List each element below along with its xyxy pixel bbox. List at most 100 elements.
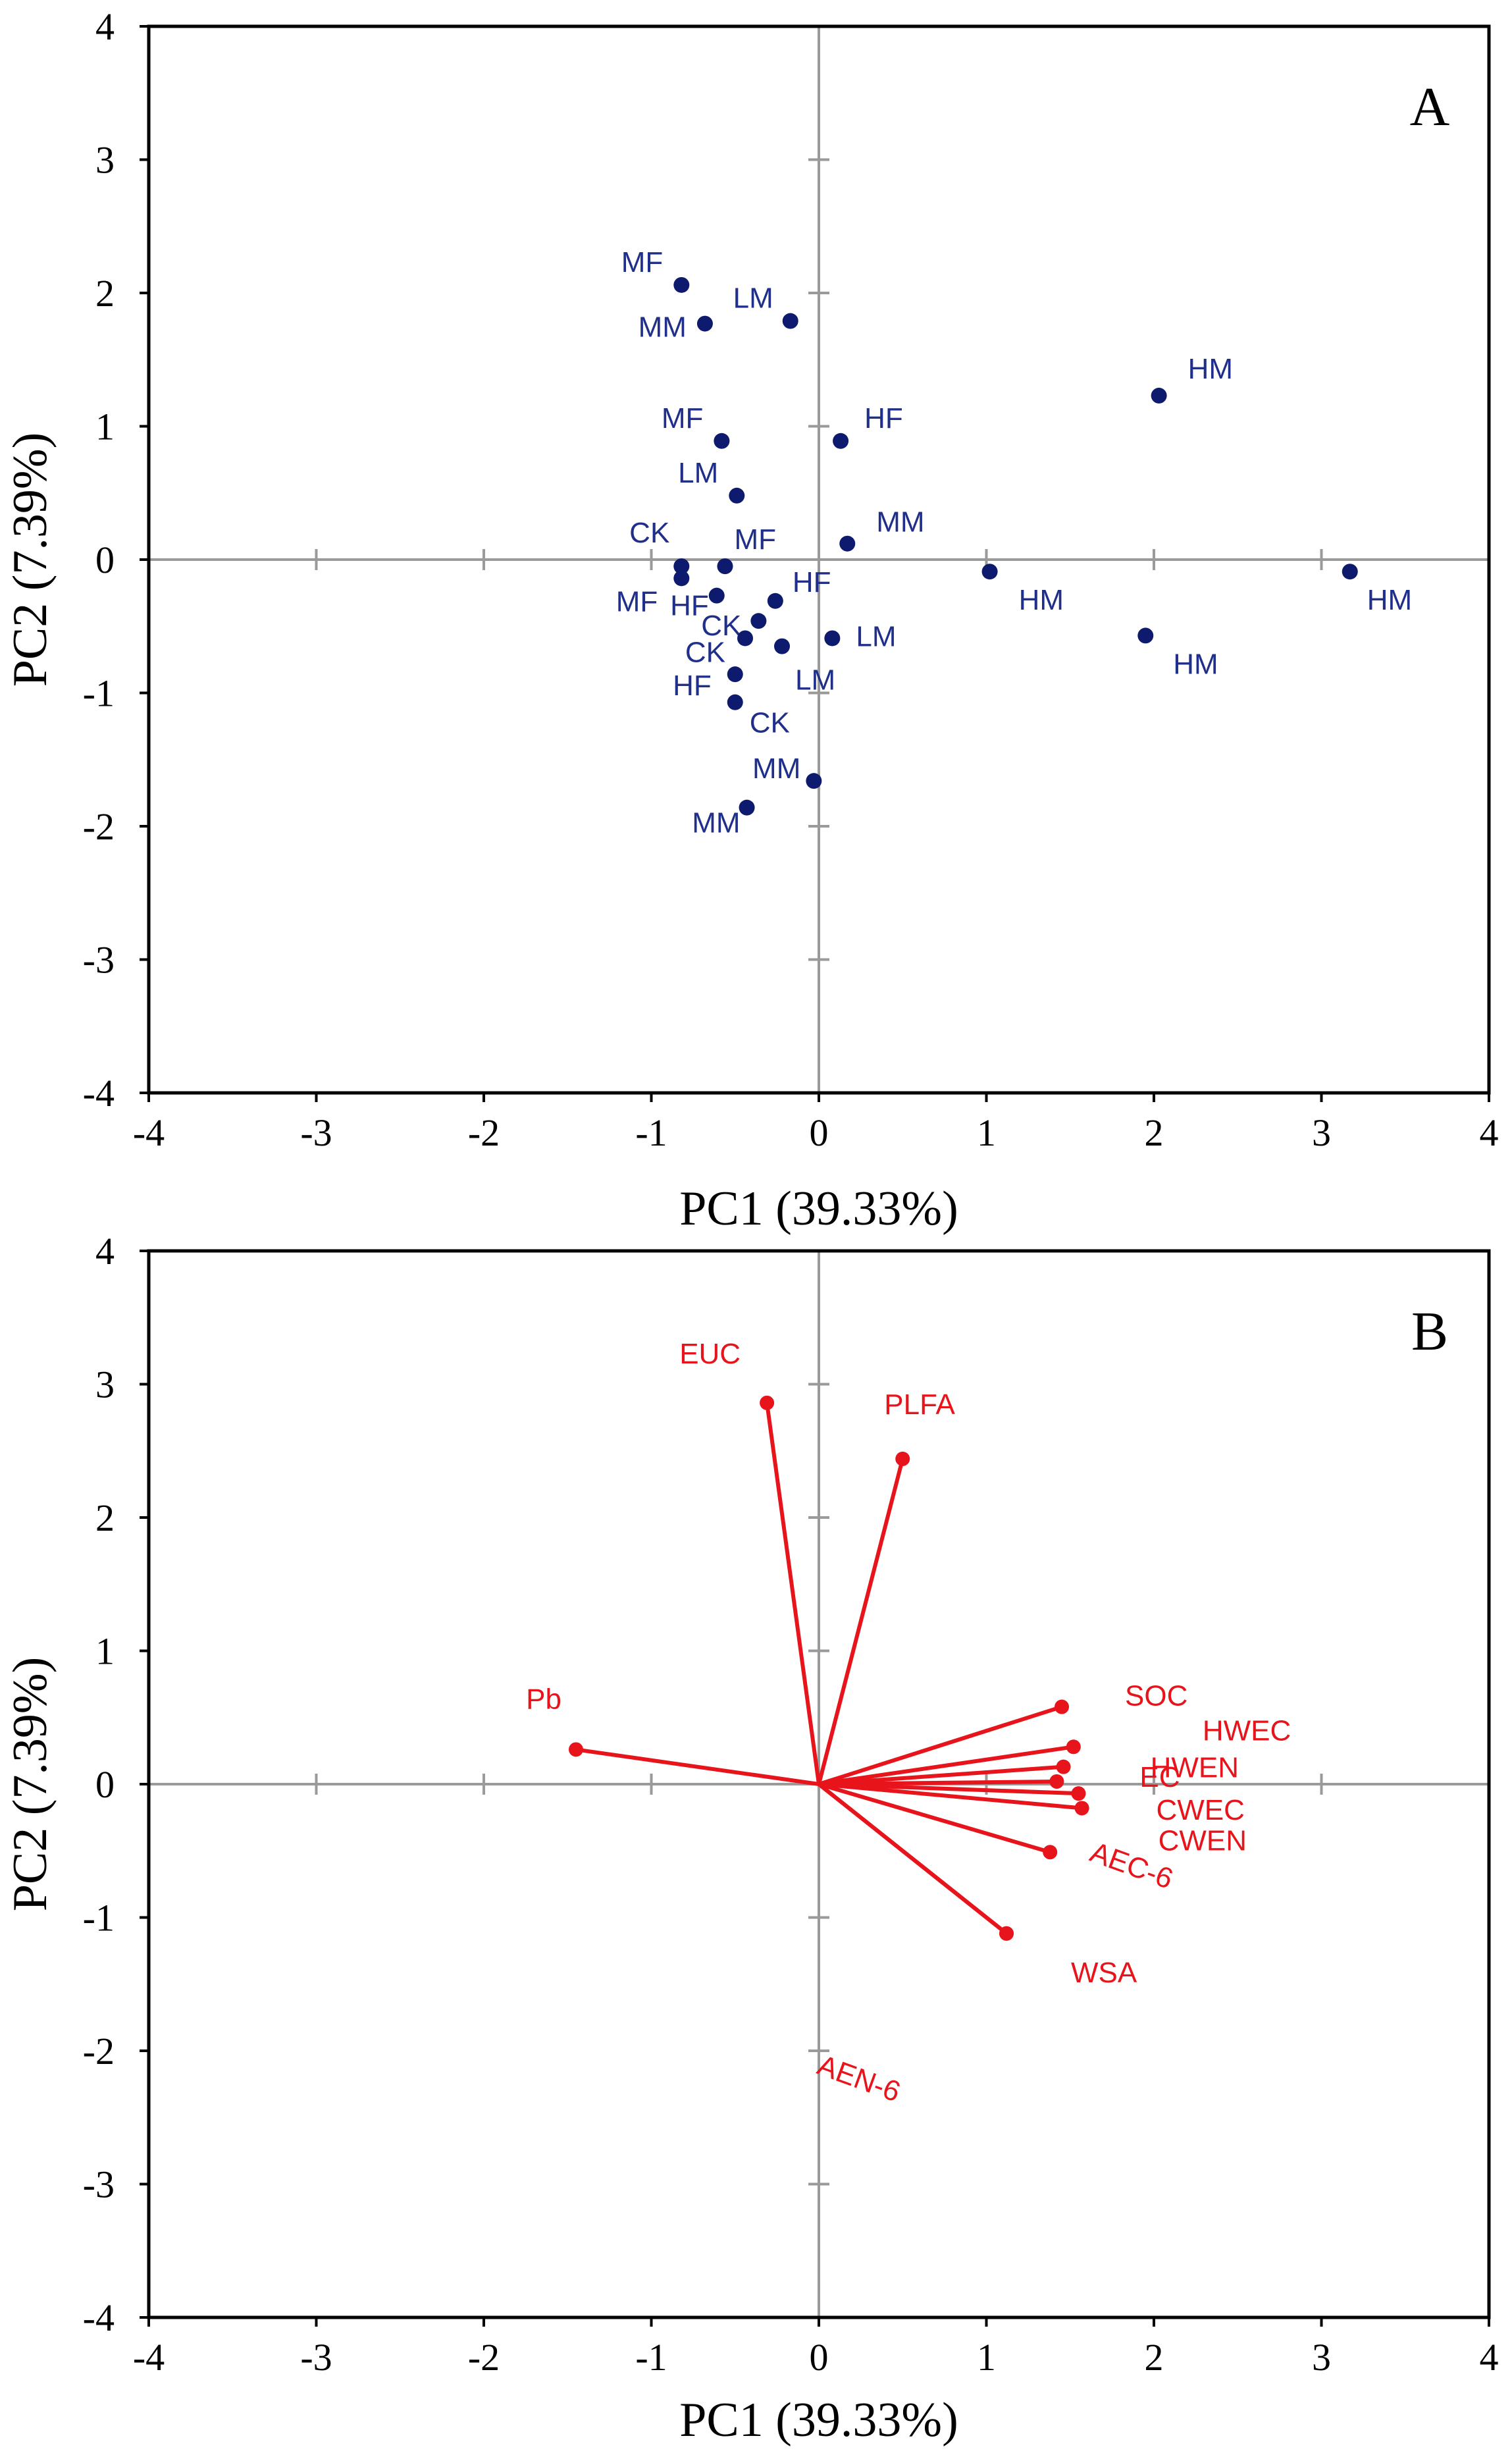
loading-vector [575,1747,820,1786]
score-point [774,638,791,654]
score-point-label: MM [752,753,800,785]
score-point-label: CK [685,636,725,668]
loading-vector-label: WSA [1071,1957,1137,1989]
loading-vector-tip [1056,1759,1071,1774]
loading-vector-label: HWEC [1203,1714,1291,1747]
score-point-label: LM [678,457,718,489]
score-point-label: HF [793,566,831,598]
y-tick-label: 1 [95,1630,115,1673]
y-tick-label: 3 [95,139,115,182]
y-tick-label: -1 [83,672,115,715]
loading-vector-tip [999,1926,1014,1941]
score-point-label: LM [856,620,896,652]
score-point-label: LM [733,282,773,315]
loading-vector [818,1764,1064,1786]
score-point [782,313,798,329]
y-tick-label: 0 [95,1763,115,1806]
loading-vector [818,1782,1079,1796]
y-tick-label: 1 [95,406,115,448]
score-point-label: MF [734,523,776,556]
score-point-label: CK [750,707,790,739]
score-point-label: HM [1367,584,1412,616]
x-tick-label: 2 [1145,2336,1164,2379]
panel-b-loadings-plot: -4 -3 -2 -1 0 1 2 3 4 4 3 2 1 0 -1 -2 -3 -4 PC1 (39.33%) PC… [3,1230,1499,2447]
panel-letter: B [1411,1301,1448,1362]
loading-vector [818,1782,1051,1855]
loading-vector-label: CWEC [1156,1794,1244,1826]
score-point [729,487,745,504]
loading-vector-label: HWEN [1151,1752,1239,1784]
loading-vector [765,1402,821,1785]
x-tick-label: -4 [133,2336,165,2379]
loading-vector-tip [1066,1739,1081,1755]
x-tick-label: 4 [1480,2336,1499,2379]
x-tick-label: 3 [1312,2336,1331,2379]
y-axis-title: PC2 (7.39%) [3,1657,57,1911]
score-point-label: MF [662,402,704,435]
score-point-label: HM [1173,648,1218,680]
x-tick-label: -4 [133,1111,165,1154]
score-point [767,593,783,609]
score-point-label: HM [1188,353,1233,385]
y-tick-label: 4 [95,5,115,48]
x-tick-label: -1 [635,2336,667,2379]
loading-vector-tip [1043,1845,1058,1860]
y-tick-label: -4 [83,2296,115,2339]
loading-vector-tip [568,1742,583,1757]
y-tick-label: -1 [83,1897,115,1940]
score-point [1137,627,1154,644]
y-tick-label: -2 [83,2030,115,2073]
y-tick-label: 0 [95,539,115,581]
x-tick-label: 2 [1145,1111,1164,1154]
score-point-label: MM [692,807,740,839]
loading-vector-tip [1055,1699,1070,1714]
x-axis-title: PC1 (39.33%) [679,1182,958,1236]
y-tick-label: -3 [83,939,115,982]
score-point-label: LM [795,664,835,697]
loading-vector-label: EC [1139,1761,1180,1793]
loading-vector [818,1782,1082,1810]
score-point-label: CK [629,517,669,549]
y-tick-label: -4 [83,1072,115,1115]
score-point [824,630,841,647]
score-point [673,277,690,293]
loading-vector [817,1458,905,1785]
y-tick-label: 2 [95,272,115,315]
score-point-label: HM [1019,584,1064,616]
panel-a-scores-plot: -4 -3 -2 -1 0 1 2 3 4 4 3 2 1 0 -1 -2 -3 -4 PC1 (39.33%) PC… [3,5,1499,1236]
score-point [708,587,725,604]
score-point [673,558,690,575]
x-tick-label: 0 [810,2336,829,2379]
score-point [727,694,743,710]
loading-vector [818,1745,1074,1786]
score-point [739,799,755,816]
y-axis-title: PC2 (7.39%) [3,433,57,687]
y-tick-label: 2 [95,1496,115,1539]
x-tick-label: -1 [635,1111,667,1154]
loading-vector [818,1704,1062,1786]
x-tick-label: 1 [977,1111,996,1154]
score-point-label: MF [621,246,664,278]
score-point-label: HF [864,402,903,435]
loading-vector-tip [895,1451,910,1466]
x-tick-label: 0 [810,1111,829,1154]
score-point-label: MF [616,585,658,618]
x-axis-title: PC1 (39.33%) [679,2393,958,2447]
x-tick-label: 4 [1480,1111,1499,1154]
score-point [673,570,690,587]
score-point [833,433,849,449]
loading-vector-label: Pb [526,1683,561,1715]
x-tick-label: 3 [1312,1111,1331,1154]
loading-vector [818,1782,1008,1936]
score-point [1342,564,1358,580]
loading-vector-label: PLFA [884,1388,955,1421]
loading-vector-tip [1049,1774,1064,1789]
y-tick-label: -2 [83,805,115,848]
score-point-label: HF [670,590,709,622]
y-tick-label: 4 [95,1230,115,1273]
loading-vector-label: SOC [1125,1680,1187,1712]
score-point-label: MM [639,311,687,344]
score-point [737,630,754,647]
loading-vector-tip [1074,1801,1089,1816]
